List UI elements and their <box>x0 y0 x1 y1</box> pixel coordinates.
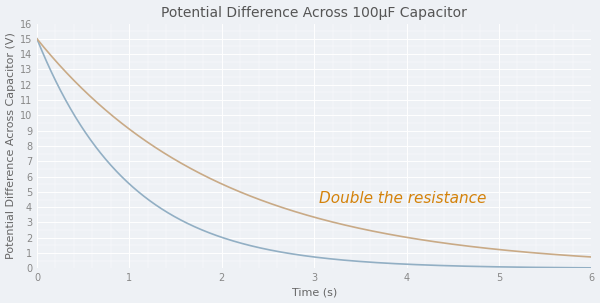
X-axis label: Time (s): Time (s) <box>292 288 337 298</box>
Title: Potential Difference Across 100μF Capacitor: Potential Difference Across 100μF Capaci… <box>161 5 467 20</box>
Text: Double the resistance: Double the resistance <box>319 191 486 206</box>
Y-axis label: Potential Difference Across Capacitor (V): Potential Difference Across Capacitor (V… <box>5 32 16 259</box>
